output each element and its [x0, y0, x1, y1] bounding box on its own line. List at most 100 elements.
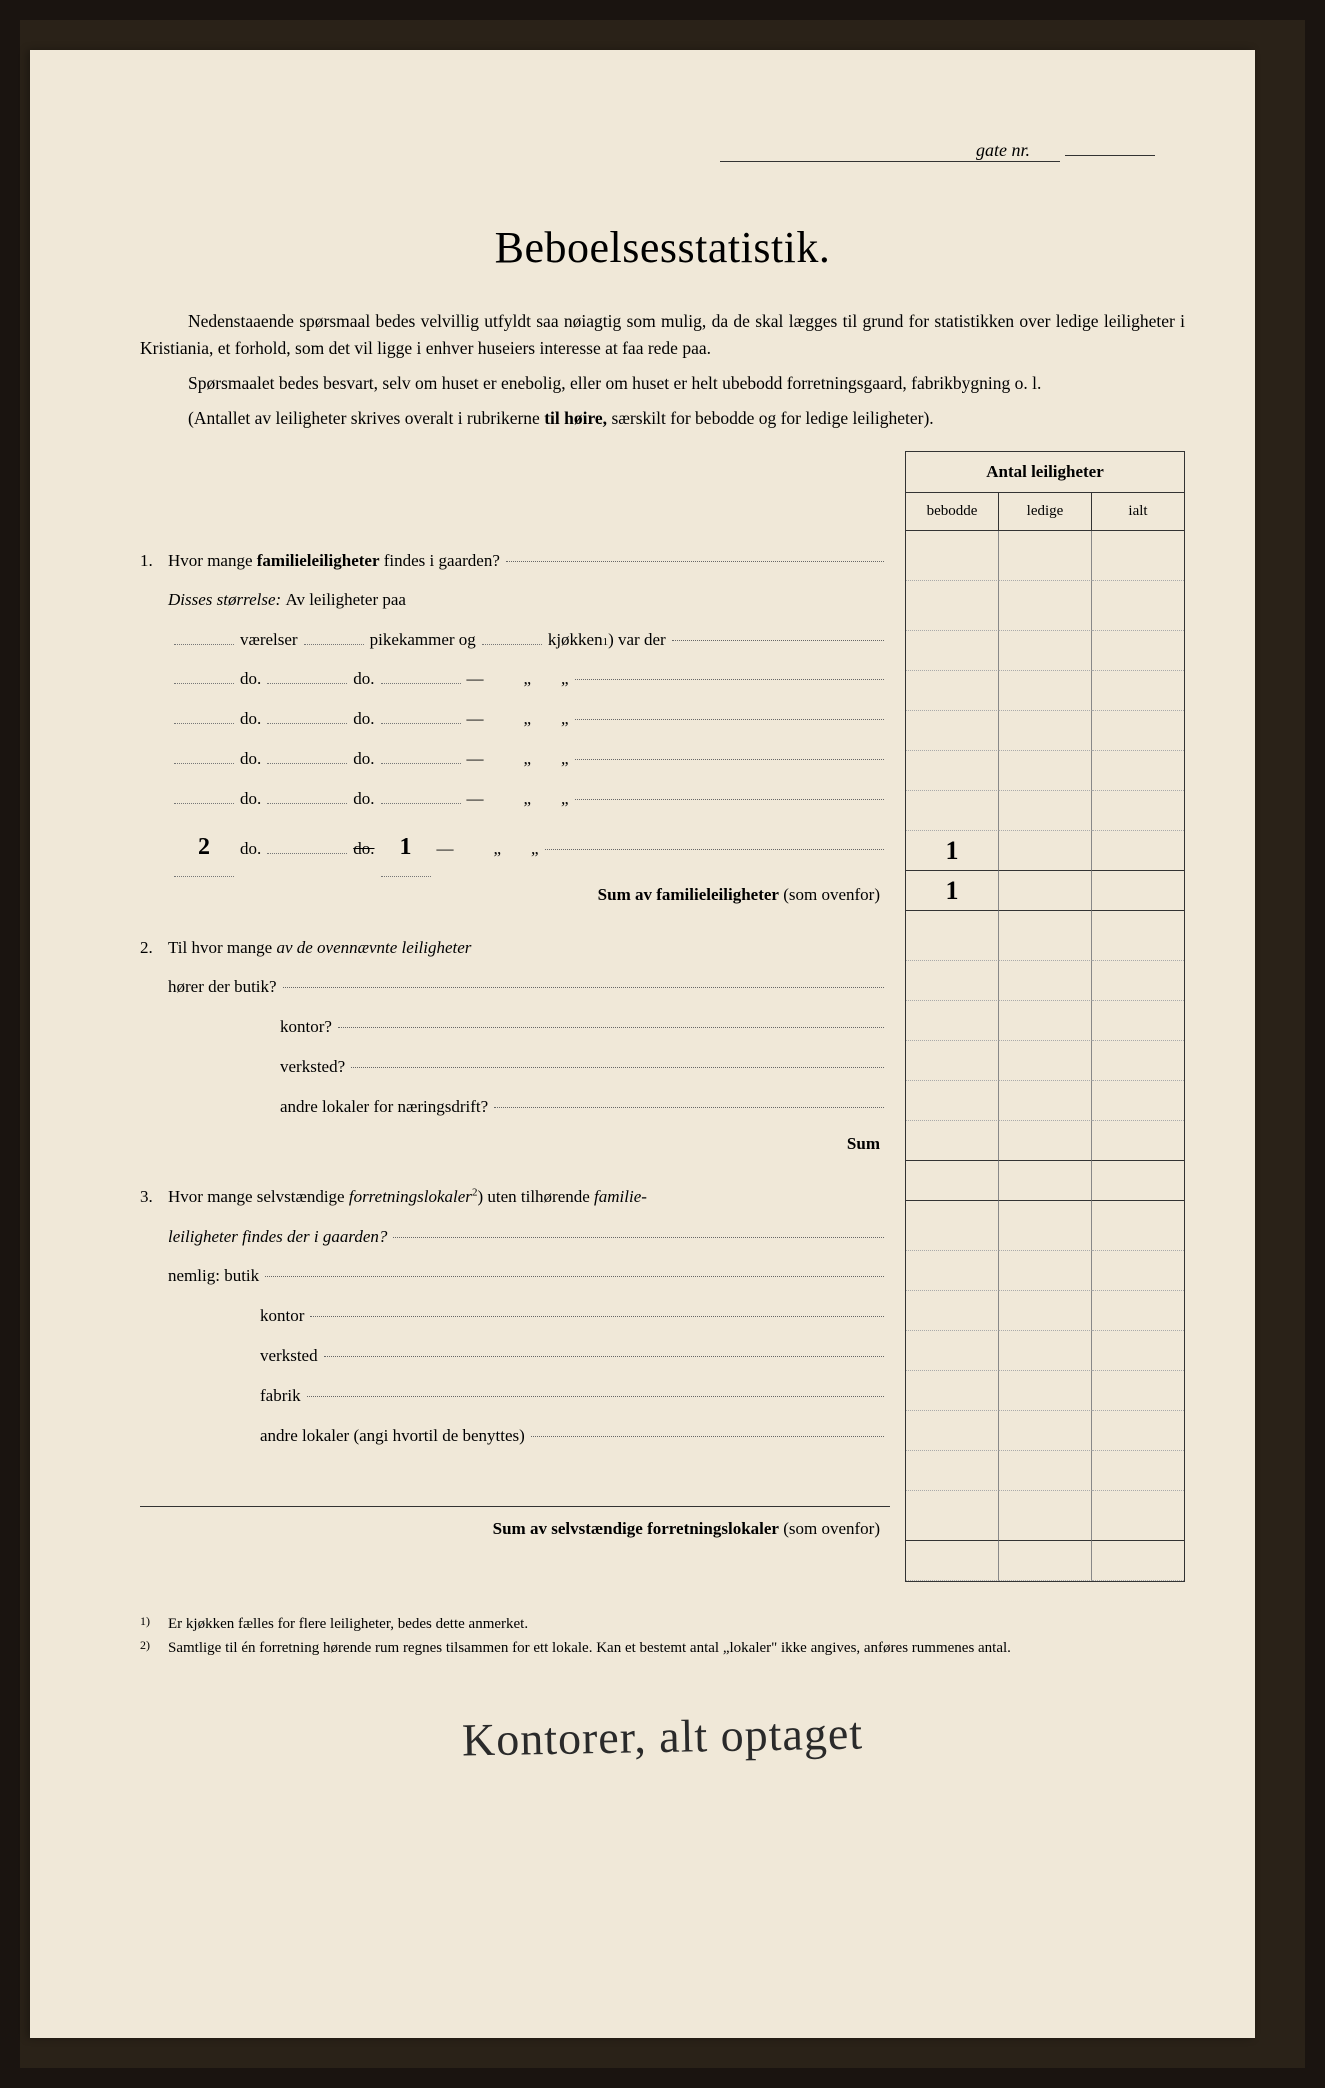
q1-sumb: (som ovenfor)	[779, 885, 880, 904]
q1-dit2a: „	[524, 659, 532, 699]
q1-row4: do. do. — „ „	[140, 739, 890, 779]
q3-tc: ) uten tilhørende	[477, 1187, 594, 1206]
q1-pike: pikekammer og	[370, 620, 476, 660]
q1-dash3: —	[467, 699, 484, 739]
q3-line1: 3. Hvor mange selvstændige forretningslo…	[140, 1177, 890, 1216]
q1-sizea: Disses størrelse:	[168, 580, 281, 620]
q1-do3a: do.	[240, 699, 261, 739]
th-ialt: ialt	[1092, 493, 1184, 530]
document-page: gate nr. Beboelsesstatistik. Nedenstaaen…	[30, 50, 1255, 2038]
q1-dash6: —	[437, 829, 454, 869]
tbl-hand2: 1	[906, 871, 999, 911]
q1-suma: Sum av familieleiligheter	[598, 885, 779, 904]
fn1-text: Er kjøkken fælles for flere leiligheter,…	[168, 1612, 528, 1636]
q1-hand2: 2	[174, 819, 234, 876]
tbl-hand1: 1	[906, 831, 999, 871]
q1-dash4: —	[467, 739, 484, 779]
q1-do4b: do.	[353, 739, 374, 779]
q2-kontor: kontor?	[140, 1007, 890, 1047]
q3-sumb: (som ovenfor)	[779, 1519, 880, 1538]
q3-line2: leiligheter findes der i gaarden?	[140, 1217, 890, 1257]
q2-verksted: verksted?	[140, 1047, 890, 1087]
q1-line: 1. Hvor mange familieleiligheter findes …	[140, 541, 890, 580]
questions-column: 1. Hvor mange familieleiligheter findes …	[140, 451, 905, 1582]
footnotes: 1) Er kjøkken fælles for flere leilighet…	[140, 1612, 1185, 1660]
q1-row2: do. do. — „ „	[140, 659, 890, 699]
q3-num: 3.	[140, 1177, 168, 1216]
q1-dit6a: „	[494, 829, 502, 869]
q1-sizeb: Av leiligheter paa	[285, 580, 406, 620]
q1-ta: Hvor mange	[168, 551, 257, 570]
gate-header: gate nr.	[140, 140, 1155, 162]
th-ledige: ledige	[999, 493, 1092, 530]
q1-sum: Sum av familieleiligheter (som ovenfor)	[140, 877, 890, 913]
q1-do2a: do.	[240, 659, 261, 699]
intro-p2: Spørsmaalet bedes besvart, selv om huset…	[140, 370, 1185, 397]
q3-fabrik-t: fabrik	[260, 1376, 301, 1416]
q1-num: 1.	[140, 541, 168, 580]
q3-fabrik: fabrik	[140, 1376, 890, 1416]
q2-andre-t: andre lokaler for næringsdrift?	[280, 1087, 488, 1127]
q2-kontor-t: kontor?	[280, 1007, 332, 1047]
table-header-title: Antal leiligheter	[906, 452, 1184, 493]
q1-dit4b: „	[561, 739, 569, 779]
intro-p3: (Antallet av leiligheter skrives overalt…	[140, 405, 1185, 432]
q2-ta: Til hvor mange	[168, 938, 276, 957]
intro-p1: Nedenstaaende spørsmaal bedes velvillig …	[140, 308, 1185, 362]
q3-butik: nemlig: butik	[140, 1256, 890, 1296]
q3-kontor: kontor	[140, 1296, 890, 1336]
q1-dit2b: „	[561, 659, 569, 699]
q3-suma: Sum av selvstændige forretningslokaler	[493, 1519, 779, 1538]
q3-sum: Sum av selvstændige forretningslokaler (…	[140, 1506, 890, 1547]
q1-do6a: do.	[240, 829, 261, 869]
q2-verk-t: verksted?	[280, 1047, 345, 1087]
th-bebodde: bebodde	[906, 493, 999, 530]
page-title: Beboelsesstatistik.	[140, 222, 1185, 273]
q1-dash5: —	[467, 779, 484, 819]
q3-andre-t: andre lokaler (angi hvortil de benyttes)	[260, 1416, 525, 1456]
q1-dit5b: „	[561, 779, 569, 819]
q3-verksted: verksted	[140, 1336, 890, 1376]
q1-dit3b: „	[561, 699, 569, 739]
q1-dit3a: „	[524, 699, 532, 739]
fn2-mark: 2)	[140, 1636, 168, 1660]
q3-nemlig: nemlig: butik	[168, 1256, 259, 1296]
q3-ta: Hvor mange selvstændige	[168, 1187, 349, 1206]
q2-sum: Sum	[140, 1126, 890, 1162]
q1-row3: do. do. — „ „	[140, 699, 890, 739]
fn2-text: Samtlige til én forretning hørende rum r…	[168, 1636, 1011, 1660]
q2-num: 2.	[140, 928, 168, 967]
intro-p3a: (Antallet av leiligheter skrives overalt…	[188, 408, 544, 428]
q1-vardet: ) var der	[608, 620, 666, 660]
q1-tb: familieleiligheter	[257, 551, 380, 570]
q2-butik: hører der butik?	[140, 967, 890, 1007]
q1-do5b: do.	[353, 779, 374, 819]
q2-sum-t: Sum	[847, 1134, 880, 1153]
q3-kontor-t: kontor	[260, 1296, 304, 1336]
q1-do2b: do.	[353, 659, 374, 699]
handwriting: Kontorer, alt optaget	[140, 1700, 1186, 1771]
q1-dit4a: „	[524, 739, 532, 779]
intro-p3b: til høire,	[544, 408, 607, 428]
q1-kjok: kjøkken	[548, 620, 603, 660]
q3-verk-t: verksted	[260, 1336, 318, 1376]
table-body: 1 1	[905, 531, 1185, 1582]
q1-row6: 2do. do. 1— „ „	[140, 819, 890, 876]
table-header: Antal leiligheter bebodde ledige ialt	[905, 451, 1185, 531]
q1-do4a: do.	[240, 739, 261, 779]
q1-row1: værelser pikekammer og kjøkken1) var der	[140, 620, 890, 660]
fn1-mark: 1)	[140, 1612, 168, 1636]
q1-do3b: do.	[353, 699, 374, 739]
q3-andre: andre lokaler (angi hvortil de benyttes)	[140, 1416, 890, 1456]
page-outer: Sammendrag av personlisterne for huset n…	[20, 20, 1305, 2068]
q2-tb: av de ovennævnte leiligheter	[276, 938, 471, 957]
q1-vaer: værelser	[240, 620, 298, 660]
q3-tb: forretningslokaler	[349, 1187, 472, 1206]
q2-andre: andre lokaler for næringsdrift?	[140, 1087, 890, 1127]
intro-p3c: særskilt for bebodde og for ledige leili…	[607, 408, 934, 428]
q1-size: Disses størrelse: Av leiligheter paa	[140, 580, 890, 620]
q1-tc: findes i gaarden?	[380, 551, 500, 570]
q1-hand1: 1	[381, 819, 431, 876]
q1-dit5a: „	[524, 779, 532, 819]
main-content: 1. Hvor mange familieleiligheter findes …	[140, 451, 1185, 1582]
